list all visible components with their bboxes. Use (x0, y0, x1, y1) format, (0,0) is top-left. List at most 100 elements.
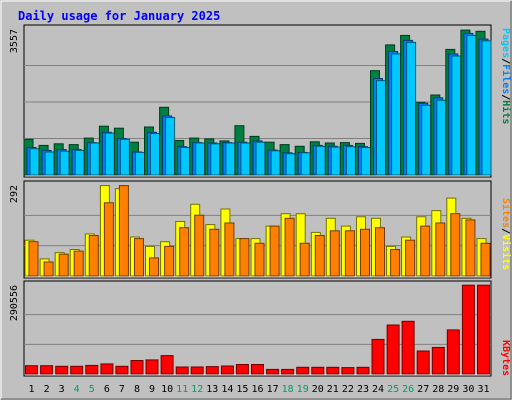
bar-kbytes-day-3 (55, 365, 69, 375)
x-tick-label-day-30: 30 (462, 384, 474, 395)
x-tick-label-day-22: 22 (342, 384, 354, 395)
bar-pages-day-24 (376, 80, 386, 176)
bar-kbytes-day-31 (477, 284, 490, 375)
bar-kbytes-day-12 (190, 366, 204, 375)
bar-sites-day-19 (299, 242, 310, 277)
bar-kbytes-day-23 (356, 366, 370, 375)
bar-kbytes-day-14 (220, 365, 234, 375)
y-max-label: 3557 (9, 29, 20, 53)
bar-pages-day-17 (270, 150, 281, 176)
x-tick-label-day-5: 5 (89, 384, 95, 395)
x-tick-label-day-14: 14 (221, 384, 233, 395)
bar-pages-day-30 (466, 34, 477, 176)
bar-sites-day-8 (134, 238, 144, 277)
bar-sites-day-7 (118, 185, 129, 277)
bar-kbytes-day-7 (115, 365, 129, 375)
bar-kbytes-day-29 (446, 329, 460, 375)
bar-pages-day-9 (150, 133, 160, 176)
x-tick-label-day-4: 4 (74, 384, 80, 395)
bar-pages-day-14 (225, 142, 236, 176)
bar-sites-day-10 (164, 245, 175, 277)
legend-part: / (500, 58, 511, 64)
bar-pages-day-13 (210, 143, 221, 176)
bar-kbytes-day-25 (386, 324, 400, 375)
x-tick-label-day-17: 17 (267, 384, 279, 395)
x-tick-label-day-11: 11 (176, 384, 188, 395)
bar-sites-day-29 (450, 213, 461, 277)
bar-sites-day-11 (179, 227, 190, 277)
x-tick-label-day-6: 6 (104, 384, 110, 395)
bar-kbytes-day-9 (145, 359, 159, 375)
bar-sites-day-22 (344, 230, 355, 277)
legend-part: KBytes (500, 340, 511, 376)
bar-pages-day-19 (300, 152, 311, 176)
bar-kbytes-day-10 (160, 355, 174, 375)
bar-pages-day-15 (240, 142, 251, 176)
bar-kbytes-day-6 (100, 363, 114, 375)
bar-sites-day-27 (420, 225, 431, 277)
bar-pages-day-22 (345, 146, 356, 176)
x-axis-labels: 1 2 3 4 5 6 7 8 9 10 11 12 13 14 15 16 17 18 19 20 21 22 23 24 2… (28, 384, 489, 395)
bar-kbytes-day-4 (70, 365, 84, 375)
bar-sites-day-6 (103, 202, 114, 277)
bar-pages-day-21 (330, 146, 341, 176)
legend-pages-files-hits: Pages/Files/Hits (500, 28, 512, 124)
x-tick-label-day-12: 12 (191, 384, 203, 395)
bar-sites-day-23 (360, 228, 370, 277)
bar-sites-day-17 (269, 225, 280, 277)
bar-sites-day-5 (88, 235, 99, 277)
bar-sites-day-9 (149, 257, 159, 277)
bar-kbytes-day-18 (281, 368, 295, 375)
x-tick-label-day-9: 9 (149, 384, 155, 395)
bar-pages-day-10 (165, 117, 176, 176)
bar-kbytes-day-16 (251, 364, 264, 375)
bar-pages-day-18 (285, 153, 296, 176)
bar-kbytes-day-24 (371, 338, 385, 375)
bar-pages-day-31 (481, 40, 492, 176)
bar-pages-day-12 (195, 142, 206, 176)
bar-pages-day-11 (180, 147, 191, 176)
bar-pages-day-7 (119, 138, 130, 176)
bar-kbytes-day-27 (416, 350, 430, 375)
bar-sites-day-14 (224, 222, 235, 277)
legend-part: Hits (500, 100, 512, 124)
bar-kbytes-day-17 (266, 368, 280, 375)
bar-sites-day-30 (465, 219, 476, 277)
x-tick-label-day-8: 8 (134, 384, 140, 395)
bar-sites-day-13 (209, 228, 220, 277)
bar-sites-day-4 (73, 250, 84, 277)
bar-kbytes-day-19 (296, 366, 310, 375)
bar-kbytes-day-13 (205, 366, 219, 375)
bar-kbytes-day-28 (431, 346, 445, 375)
chart-panels: 3557 292 290556 (9, 24, 492, 377)
x-tick-label-day-16: 16 (251, 384, 263, 395)
legend-part: / (500, 94, 511, 100)
bar-pages-day-29 (451, 55, 462, 176)
y-max-label: 292 (9, 185, 20, 203)
x-tick-label-day-2: 2 (44, 384, 50, 395)
bar-sites-day-24 (375, 227, 385, 277)
legend-part: Pages (500, 28, 511, 58)
legend-part: Visits (500, 234, 512, 270)
bar-kbytes-day-2 (40, 365, 54, 375)
bar-pages-day-26 (406, 41, 417, 176)
panel-hits-files-pages: 3557 (9, 24, 492, 178)
bar-pages-day-23 (361, 147, 371, 176)
bar-sites-day-28 (435, 222, 446, 277)
bar-sites-day-15 (239, 238, 250, 277)
bar-sites-day-26 (405, 239, 416, 277)
x-tick-label-day-7: 7 (119, 384, 125, 395)
x-tick-label-day-13: 13 (206, 384, 218, 395)
bar-sites-day-31 (480, 242, 491, 277)
x-tick-label-day-27: 27 (417, 384, 429, 395)
bar-sites-day-1 (28, 241, 39, 277)
bar-kbytes-day-26 (401, 320, 415, 375)
bar-pages-day-1 (29, 148, 40, 176)
x-tick-label-day-21: 21 (327, 384, 339, 395)
x-tick-label-day-1: 1 (28, 384, 34, 395)
x-tick-label-day-23: 23 (357, 384, 369, 395)
